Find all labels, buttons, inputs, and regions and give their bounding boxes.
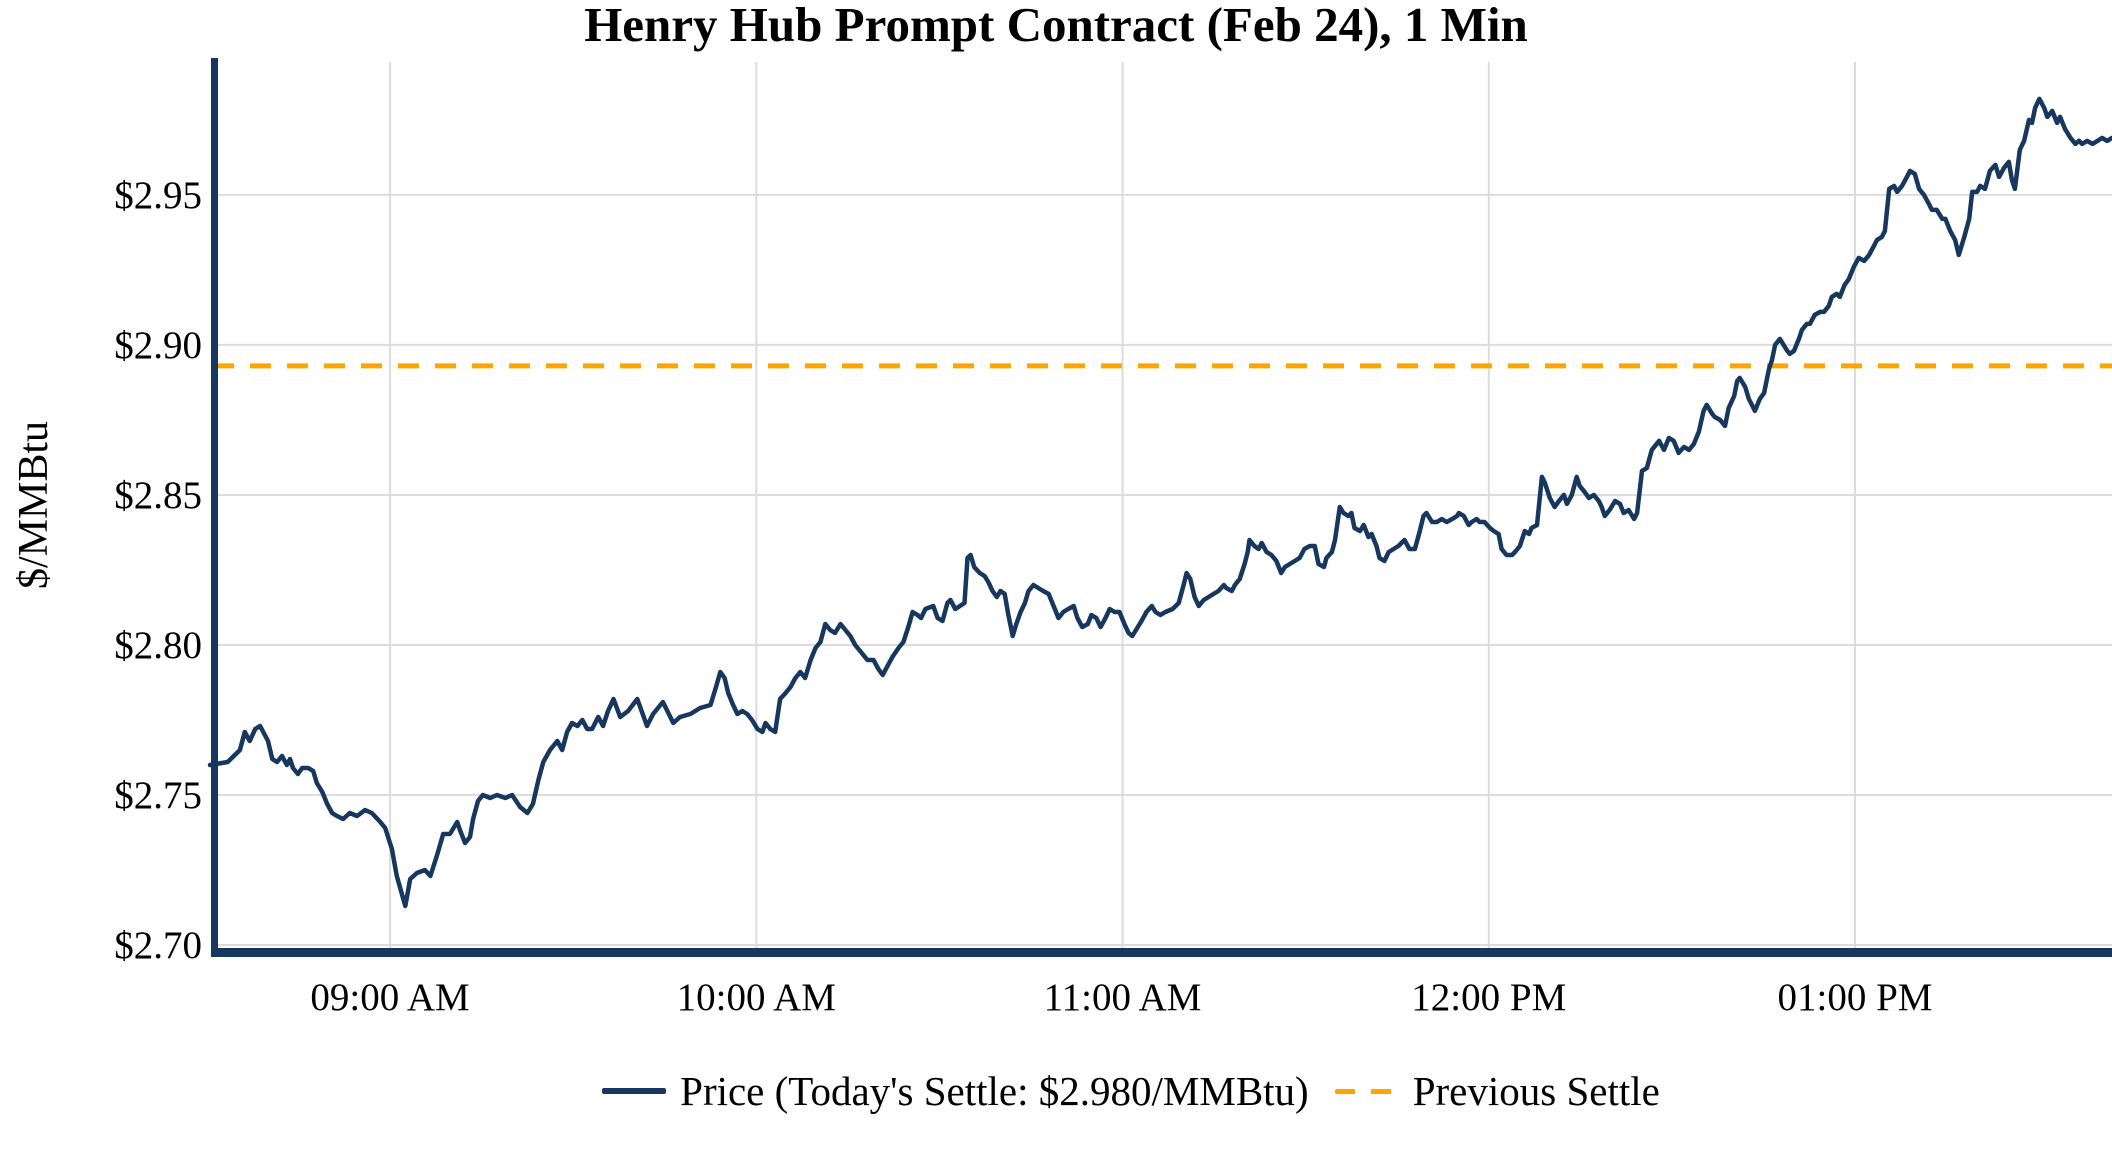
- y-tick-label: $2.90: [114, 324, 202, 367]
- legend: Price (Today's Settle: $2.980/MMBtu) Pre…: [0, 1062, 2112, 1120]
- legend-item-price: Price (Today's Settle: $2.980/MMBtu): [602, 1067, 1309, 1115]
- previous-settle-legend-label: Previous Settle: [1412, 1068, 1660, 1114]
- axis-spines: [211, 58, 2112, 957]
- previous-settle-dash-swatch: [1334, 1088, 1399, 1094]
- price-line-layer: [207, 96, 2112, 909]
- x-tick-label: 01:00 PM: [1778, 976, 1933, 1019]
- y-tick-label: $2.85: [114, 474, 202, 517]
- chart-title: Henry Hub Prompt Contract (Feb 24), 1 Mi…: [584, 0, 1528, 52]
- x-tick-label: 12:00 PM: [1411, 976, 1566, 1019]
- x-tick-label: 09:00 AM: [310, 976, 469, 1019]
- price-line-swatch: [602, 1088, 667, 1094]
- x-tick-label: 11:00 AM: [1044, 976, 1202, 1019]
- tick-labels: $2.70 $2.75 $2.80 $2.85 $2.90 $2.95 09:00 AM 10…: [114, 174, 1932, 1019]
- y-tick-label: $2.70: [114, 924, 202, 967]
- y-axis-spine: [211, 58, 218, 957]
- y-tick-label: $2.95: [114, 174, 202, 217]
- y-tick-label: $2.80: [114, 624, 202, 667]
- x-tick-label: 10:00 AM: [677, 976, 836, 1019]
- gridlines: [212, 62, 2112, 948]
- x-axis-spine: [211, 948, 2112, 957]
- legend-item-previous-settle: Previous Settle: [1334, 1067, 1660, 1115]
- price-legend-label: Price (Today's Settle: $2.980/MMBtu): [680, 1068, 1309, 1114]
- y-tick-label: $2.75: [114, 774, 202, 817]
- price-line: [207, 96, 2112, 909]
